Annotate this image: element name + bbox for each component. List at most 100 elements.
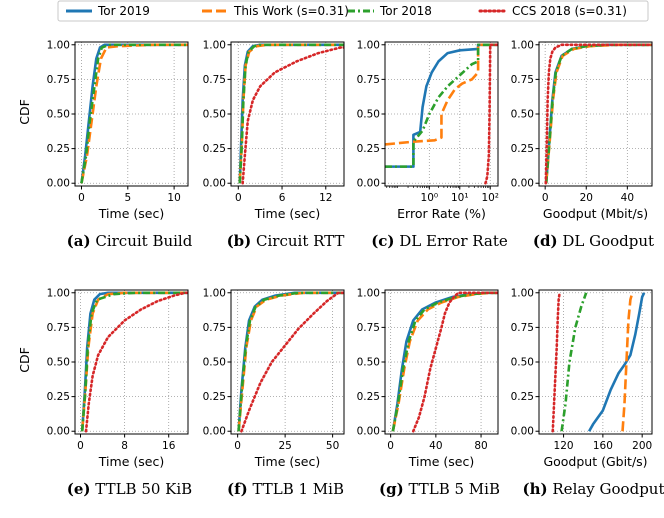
y-tick-label-2: 0.50 [47,357,70,369]
y-tick-label-1: 0.25 [511,391,534,403]
series-line-2 [238,43,344,184]
y-tick-label-2: 0.50 [511,357,534,369]
y-tick-label-1: 0.25 [47,143,70,155]
y-tick-label-4: 1.00 [511,39,534,51]
legend-label-3: CCS 2018 (s=0.31) [512,4,627,18]
x-tick-label-2: 10² [481,192,499,204]
legend-label-1: This Work (s=0.31) [233,4,349,18]
series-line-0 [80,43,188,184]
x-tick-label-0: 0 [78,192,85,204]
panel-3: 0.00 0.25 0.50 0.75 1.00 0 20 40 Goodput (Mbit/s… [511,39,654,250]
y-tick-label-1: 0.25 [47,391,70,403]
panel-5: 0.00 0.25 0.50 0.75 1.00 0 25 50 Time (sec) (f) T… [203,287,345,498]
series-line-2 [560,292,588,432]
y-tick-label-1: 0.25 [357,143,380,155]
x-tick-label-1: 25 [278,440,291,452]
y-tick-label-4: 1.00 [357,39,380,51]
series-line-3 [84,291,188,433]
panel-caption: (a) Circuit Build [67,232,193,250]
x-tick-label-0: 0 [234,440,241,452]
x-tick-label-2: 80 [474,440,487,452]
legend: Tor 2019 This Work (s=0.31) Tor 2018 CCS 20… [57,0,649,22]
series-line-1 [385,43,498,146]
panel-4: 0.00 0.25 0.50 0.75 1.00 0 8 16 Time (sec) (e) TT… [47,287,193,498]
y-tick-label-3: 0.75 [47,322,70,334]
legend-label-0: Tor 2019 [97,4,150,18]
panel-caption: (h) Relay Goodput [523,480,664,498]
y-tick-label-0: 0.00 [203,426,226,438]
y-axis-label-bottom-row: CDF [17,347,32,373]
y-tick-label-3: 0.75 [47,74,70,86]
y-tick-label-3: 0.75 [203,322,226,334]
y-tick-label-4: 1.00 [357,287,380,299]
y-tick-label-0: 0.00 [47,178,70,190]
x-tick-label-0: 120 [554,440,574,452]
panel-2: 0.00 0.25 0.50 0.75 1.00 10⁰ 10¹ 10² Error Rate … [357,39,508,250]
y-tick-label-1: 0.25 [511,143,534,155]
series-line-2 [80,43,188,184]
y-tick-label-2: 0.50 [203,109,226,121]
x-tick-label-0: 0 [542,192,549,204]
series-line-3 [544,43,652,185]
panel-caption: (b) Circuit RTT [227,232,345,250]
x-tick-label-0: 0 [77,440,84,452]
y-axis-label-top-row: CDF [17,99,32,125]
x-axis-label: Error Rate (%) [397,206,486,221]
x-tick-label-1: 8 [121,440,128,452]
series-line-3 [484,43,498,185]
x-tick-label-0: 10⁰ [421,192,439,204]
x-tick-label-1: 10¹ [451,192,469,204]
panel-caption: (c) DL Error Rate [371,232,508,250]
x-axis-label: Goodput (Gbit/s) [543,454,647,469]
x-tick-label-2: 50 [326,440,339,452]
y-tick-label-0: 0.00 [357,426,380,438]
y-tick-label-0: 0.00 [357,178,380,190]
x-axis-label: Time (sec) [408,454,474,469]
x-tick-label-0: 0 [235,192,242,204]
x-tick-label-1: 40 [429,440,442,452]
y-tick-label-3: 0.75 [357,74,380,86]
y-tick-label-0: 0.00 [203,178,226,190]
x-tick-label-2: 200 [632,440,652,452]
x-axis-label: Goodput (Mbit/s) [543,206,648,221]
series-line-1 [621,292,634,432]
x-tick-label-2: 12 [319,192,332,204]
y-tick-label-4: 1.00 [203,39,226,51]
y-tick-label-2: 0.50 [511,109,534,121]
x-tick-label-1: 5 [124,192,131,204]
x-axis-label: Time (sec) [98,454,164,469]
y-tick-label-1: 0.25 [203,143,226,155]
y-tick-label-1: 0.25 [203,391,226,403]
x-tick-label-1: 160 [593,440,613,452]
y-tick-label-0: 0.00 [511,178,534,190]
panel-7: 0.00 0.25 0.50 0.75 1.00 120 160 200 Goodput (Gb… [511,287,664,498]
series-line-2 [80,291,188,432]
series-line-3 [241,46,344,185]
y-tick-label-0: 0.00 [511,426,534,438]
y-tick-label-3: 0.75 [203,74,226,86]
y-tick-label-3: 0.75 [357,322,380,334]
x-tick-label-0: 0 [387,440,394,452]
y-tick-label-2: 0.50 [47,109,70,121]
panel-1: 0.00 0.25 0.50 0.75 1.00 0 6 12 Time (sec) (b) Ci… [203,39,345,250]
x-tick-label-1: 20 [580,192,593,204]
y-tick-label-4: 1.00 [511,287,534,299]
y-tick-label-4: 1.00 [203,287,226,299]
x-tick-label-1: 6 [279,192,286,204]
y-tick-label-0: 0.00 [47,426,70,438]
x-tick-label-2: 40 [621,192,634,204]
panel-caption: (e) TTLB 50 KiB [67,480,192,498]
series-line-3 [240,291,344,433]
panel-caption: (g) TTLB 5 MiB [379,480,500,498]
y-tick-label-1: 0.25 [357,391,380,403]
x-axis-label: Time (sec) [98,206,164,221]
series-line-1 [80,43,188,184]
panel-caption: (f) TTLB 1 MiB [227,480,344,498]
series-line-2 [237,291,344,432]
series-line-3 [551,291,561,433]
y-tick-label-4: 1.00 [47,39,70,51]
x-tick-label-2: 16 [162,440,176,452]
